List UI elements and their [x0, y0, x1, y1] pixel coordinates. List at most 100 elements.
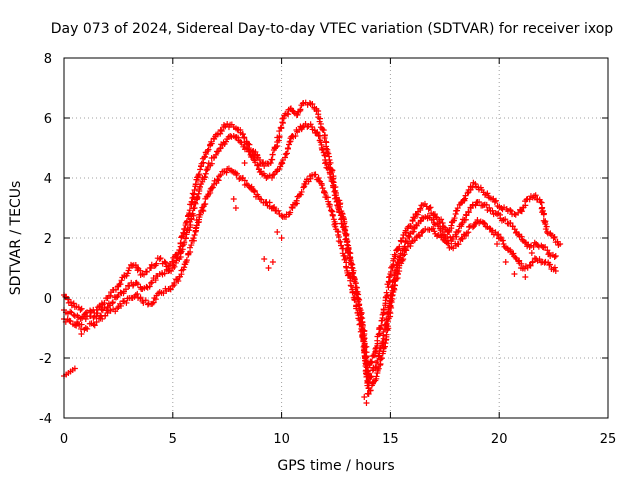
data-point-interp: [383, 289, 390, 296]
data-point: [365, 391, 372, 397]
data-point: [82, 310, 89, 316]
data-point-interp: [248, 183, 255, 190]
data-point: [365, 385, 372, 391]
data-point-interp: [455, 241, 462, 248]
data-point-interp: [373, 373, 380, 380]
data-point-interp: [352, 284, 359, 291]
data-point-interp: [314, 129, 321, 136]
data-point-interp: [329, 211, 336, 218]
data-point: [191, 187, 198, 193]
data-point-interp: [223, 169, 230, 176]
data-point-interp: [393, 275, 400, 282]
data-point: [361, 394, 368, 400]
data-point-interp: [190, 237, 197, 244]
data-point-interp: [551, 264, 558, 271]
data-point-interp: [489, 207, 496, 214]
data-point: [439, 220, 446, 226]
data-point-interp: [150, 299, 157, 306]
data-point-interp: [486, 204, 493, 211]
data-point-interp: [297, 191, 304, 198]
data-point-interp: [406, 234, 413, 241]
data-point-interp: [196, 183, 203, 190]
data-point-interp: [510, 250, 517, 257]
data-point-interp: [332, 192, 339, 199]
data-point: [348, 283, 355, 289]
data-point-interp: [112, 308, 119, 315]
data-point-interp: [404, 243, 411, 250]
data-point-interp: [190, 235, 197, 242]
data-point-interp: [499, 237, 506, 244]
data-point-interp: [345, 271, 352, 278]
data-point-interp: [185, 212, 192, 219]
data-point-interp: [152, 296, 159, 303]
data-point-interp: [168, 268, 175, 275]
data-point-interp: [67, 308, 74, 315]
data-point-interp: [235, 134, 242, 141]
data-point-interp: [275, 207, 282, 214]
data-point-interp: [191, 199, 198, 206]
data-point-interp: [391, 281, 398, 288]
data-point-interp: [320, 127, 327, 134]
data-point-interp: [278, 125, 285, 132]
data-point: [552, 268, 559, 274]
data-point-interp: [469, 184, 476, 191]
data-point-interp: [279, 160, 286, 167]
data-point-interp: [175, 277, 182, 284]
data-point: [132, 262, 139, 268]
data-point-interp: [386, 274, 393, 281]
data-point: [115, 304, 122, 310]
data-point-interp: [118, 302, 125, 309]
data-point-interp: [118, 277, 125, 284]
y-tick-label: 8: [44, 52, 52, 67]
data-point-interp: [218, 128, 225, 135]
data-point-interp: [322, 160, 329, 167]
data-point-interp: [387, 310, 394, 317]
data-point-interp: [109, 300, 116, 307]
data-point-interp: [542, 220, 549, 227]
x-tick-label: 20: [491, 432, 508, 447]
data-point-interp: [208, 140, 215, 147]
data-point-interp: [153, 260, 160, 267]
data-point: [156, 256, 163, 262]
data-point-interp: [472, 202, 479, 209]
data-point-interp: [293, 197, 300, 204]
data-point-interp: [201, 173, 208, 180]
data-point: [494, 241, 501, 247]
data-point-interp: [361, 349, 368, 356]
data-point-interp: [431, 211, 438, 218]
data-point-interp: [112, 286, 119, 293]
data-point-interp: [193, 222, 200, 229]
data-point-interp: [197, 166, 204, 173]
data-point-interp: [77, 306, 84, 313]
data-point: [241, 160, 248, 166]
y-tick-label: -4: [39, 412, 52, 427]
data-point: [415, 232, 422, 238]
data-point: [494, 232, 501, 238]
data-point-interp: [379, 338, 386, 345]
data-point-interp: [378, 322, 385, 329]
data-point-interp: [445, 240, 452, 247]
data-point-interp: [395, 259, 402, 266]
data-point-interp: [542, 244, 549, 251]
data-point-interp: [337, 238, 344, 245]
data-point: [230, 196, 237, 202]
data-point-interp: [502, 216, 509, 223]
data-point-interp: [351, 297, 358, 304]
data-point-interp: [183, 218, 190, 225]
data-point-interp: [194, 195, 201, 202]
data-point-interp: [188, 216, 195, 223]
data-point-interp: [332, 223, 339, 230]
data-point: [296, 127, 303, 133]
data-point-interp: [507, 208, 514, 215]
data-point-interp: [551, 234, 558, 241]
data-point-interp: [271, 204, 278, 211]
data-point-interp: [312, 171, 319, 178]
data-point-interp: [540, 211, 547, 218]
data-point: [393, 247, 400, 253]
data-point: [422, 226, 429, 232]
data-point-interp: [344, 239, 351, 246]
data-point-interp: [149, 279, 156, 286]
data-point-interp: [392, 253, 399, 260]
y-axis-label: SDTVAR / TECUs: [8, 181, 24, 296]
data-point-interp: [300, 184, 307, 191]
